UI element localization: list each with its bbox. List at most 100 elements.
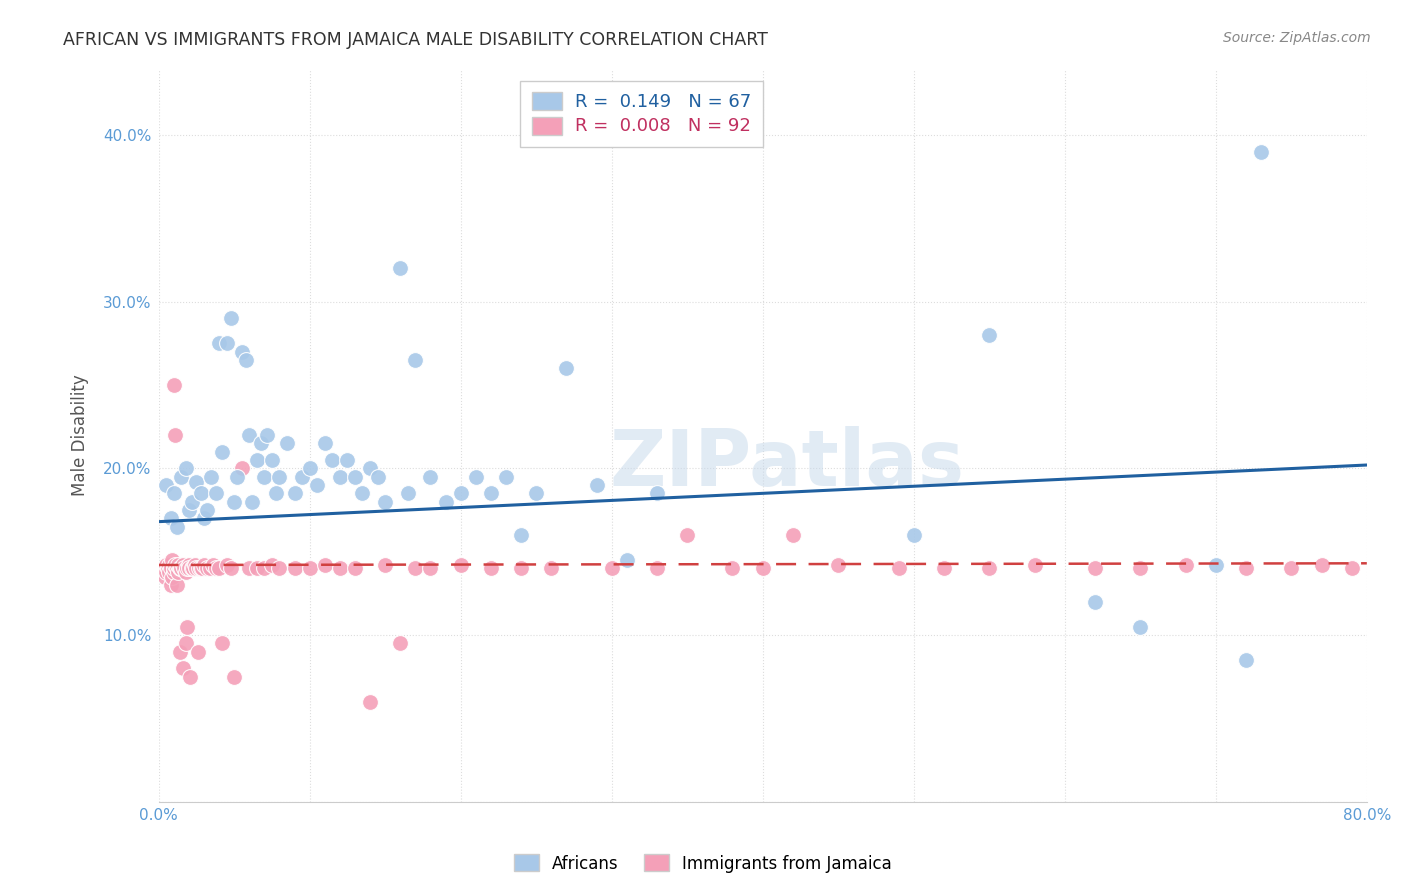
Point — [510, 561, 533, 575]
Point — [827, 558, 849, 572]
Point — [195, 503, 218, 517]
Point — [173, 561, 195, 575]
Point — [163, 561, 186, 575]
Point — [495, 469, 517, 483]
Point — [155, 478, 177, 492]
Point — [260, 453, 283, 467]
Point — [404, 561, 426, 575]
Point — [159, 578, 181, 592]
Point — [1234, 561, 1257, 575]
Point — [163, 486, 186, 500]
Point — [555, 361, 578, 376]
Point — [165, 558, 187, 572]
Point — [1129, 619, 1152, 633]
Point — [205, 561, 228, 575]
Point — [283, 561, 305, 575]
Point — [260, 558, 283, 572]
Point — [174, 636, 197, 650]
Point — [419, 469, 441, 483]
Point — [177, 561, 200, 575]
Point — [903, 528, 925, 542]
Point — [198, 561, 221, 575]
Point — [1250, 145, 1272, 159]
Point — [205, 486, 228, 500]
Point — [298, 561, 321, 575]
Point — [201, 558, 224, 572]
Point — [187, 644, 209, 658]
Point — [172, 661, 194, 675]
Point — [389, 261, 412, 276]
Point — [1084, 561, 1107, 575]
Point — [186, 475, 208, 489]
Point — [167, 558, 190, 572]
Point — [219, 311, 242, 326]
Point — [269, 469, 291, 483]
Point — [359, 695, 381, 709]
Point — [343, 561, 366, 575]
Point — [1340, 561, 1362, 575]
Point — [195, 561, 218, 575]
Point — [676, 528, 699, 542]
Point — [191, 561, 214, 575]
Point — [179, 670, 201, 684]
Point — [174, 461, 197, 475]
Point — [211, 636, 233, 650]
Point — [253, 561, 276, 575]
Text: Source: ZipAtlas.com: Source: ZipAtlas.com — [1223, 31, 1371, 45]
Point — [193, 511, 215, 525]
Point — [298, 461, 321, 475]
Point — [170, 561, 193, 575]
Point — [253, 469, 276, 483]
Point — [1234, 653, 1257, 667]
Point — [235, 353, 257, 368]
Point — [321, 453, 343, 467]
Point — [479, 561, 502, 575]
Point — [1279, 561, 1302, 575]
Y-axis label: Male Disability: Male Disability — [72, 374, 89, 496]
Point — [211, 444, 233, 458]
Point — [464, 469, 486, 483]
Point — [585, 478, 607, 492]
Point — [190, 486, 212, 500]
Point — [721, 561, 744, 575]
Point — [276, 436, 298, 450]
Point — [374, 558, 396, 572]
Point — [181, 561, 204, 575]
Point — [307, 478, 329, 492]
Point — [887, 561, 910, 575]
Point — [160, 569, 183, 583]
Point — [616, 553, 638, 567]
Text: ZIPatlas: ZIPatlas — [609, 426, 965, 502]
Point — [169, 561, 191, 575]
Point — [219, 561, 242, 575]
Point — [163, 565, 186, 579]
Point — [208, 336, 231, 351]
Point — [163, 561, 186, 575]
Point — [215, 558, 238, 572]
Text: AFRICAN VS IMMIGRANTS FROM JAMAICA MALE DISABILITY CORRELATION CHART: AFRICAN VS IMMIGRANTS FROM JAMAICA MALE … — [63, 31, 768, 49]
Point — [329, 469, 352, 483]
Point — [256, 428, 278, 442]
Point — [246, 561, 269, 575]
Point — [176, 561, 198, 575]
Point — [184, 558, 207, 572]
Point — [419, 561, 441, 575]
Point — [159, 561, 181, 575]
Point — [226, 469, 249, 483]
Point — [180, 494, 202, 508]
Point — [186, 561, 208, 575]
Point — [524, 486, 547, 500]
Point — [240, 494, 263, 508]
Point — [540, 561, 562, 575]
Point — [160, 553, 183, 567]
Point — [329, 561, 352, 575]
Point — [176, 619, 198, 633]
Point — [389, 636, 412, 650]
Point — [434, 494, 457, 508]
Point — [188, 561, 211, 575]
Point — [336, 453, 359, 467]
Point — [600, 561, 623, 575]
Point — [167, 565, 190, 579]
Point — [1310, 558, 1333, 572]
Point — [374, 494, 396, 508]
